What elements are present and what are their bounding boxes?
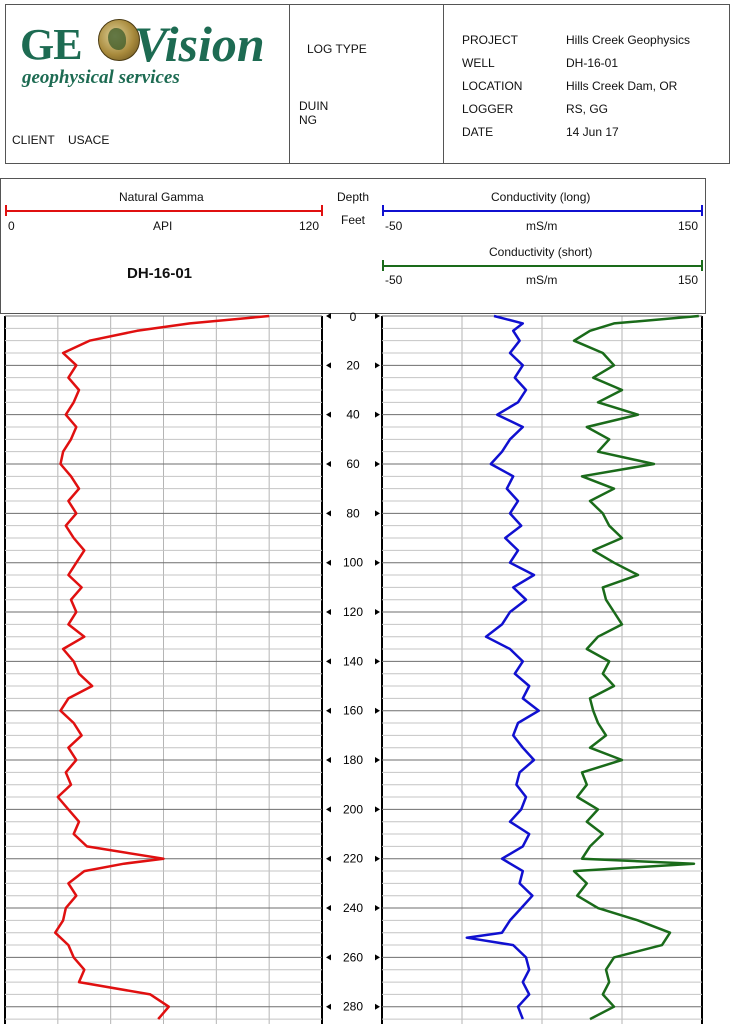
depth-tick-marker-right: [375, 658, 380, 665]
depth-tick-label: 240: [343, 901, 363, 915]
log-type-label: LOG TYPE: [307, 42, 367, 56]
gamma-scale-max: 120: [299, 219, 320, 233]
depth-tick-marker-right: [375, 954, 380, 961]
depth-tick-label: 20: [346, 358, 360, 372]
cond-long-scale-line: [382, 210, 703, 212]
gamma-scale-min: 0: [8, 219, 15, 233]
depth-tick-marker-left: [326, 411, 331, 418]
depth-tick-marker-left: [326, 559, 331, 566]
depth-tick-marker-right: [375, 707, 380, 714]
depth-tick-label: 120: [343, 605, 363, 619]
depth-tick-marker-right: [375, 510, 380, 517]
depth-tick-marker-left: [326, 510, 331, 517]
well-name-label: DH-16-01: [127, 265, 193, 282]
cond-long-unit: mS/m: [526, 219, 558, 233]
cond-short-tick-left: [382, 260, 384, 271]
cond-short-unit: mS/m: [526, 273, 558, 287]
logger-value: RS, GG: [566, 102, 609, 116]
depth-tick-label: 140: [343, 654, 363, 668]
depth-tick-label: 180: [343, 753, 363, 767]
project-value: Hills Creek Geophysics: [566, 33, 691, 47]
depth-tick-label: 280: [343, 1000, 363, 1014]
depth-tick-marker-left: [326, 707, 331, 714]
depth-tick-marker-left: [326, 855, 331, 862]
depth-tick-marker-right: [375, 461, 380, 468]
well-label: WELL: [462, 56, 495, 70]
header-divider-1: [289, 5, 290, 163]
depth-tick-marker-right: [375, 855, 380, 862]
gamma-curve: [53, 314, 270, 1020]
log-type-line2: NG: [299, 113, 317, 127]
depth-tick-marker-right: [375, 806, 380, 813]
cond-long-title: Conductivity (long): [491, 190, 591, 204]
cond-short-title: Conductivity (short): [489, 245, 593, 259]
depth-tick-marker-left: [326, 757, 331, 764]
well-value: DH-16-01: [566, 56, 619, 70]
cond-long-curve: [465, 314, 541, 1020]
cond-short-scale-line: [382, 265, 703, 267]
depth-tick-label: 100: [343, 556, 363, 570]
scale-panel: Natural Gamma 0 API 120 DH-16-01 Depth F…: [0, 178, 706, 314]
depth-tick-marker-right: [375, 411, 380, 418]
depth-tick-marker-left: [326, 905, 331, 912]
gamma-scale-line: [5, 210, 323, 212]
gamma-scale-tick-left: [5, 205, 7, 216]
gamma-title: Natural Gamma: [119, 190, 204, 204]
depth-tick-marker-left: [326, 954, 331, 961]
date-value: 14 Jun 17: [566, 125, 619, 139]
client-value: USACE: [68, 133, 110, 147]
header-divider-2: [443, 5, 444, 163]
depth-tick-marker-left: [326, 658, 331, 665]
depth-tick-marker-left: [326, 806, 331, 813]
logo-subtitle: geophysical services: [22, 67, 180, 88]
location-label: LOCATION: [462, 79, 523, 93]
depth-tick-marker-left: [326, 1003, 331, 1010]
date-label: DATE: [462, 125, 494, 139]
globe-icon: [98, 19, 140, 61]
log-type-line1: DUIN: [299, 99, 329, 113]
grid-layer: [4, 315, 703, 1024]
depth-tick-label: 80: [346, 506, 360, 520]
location-value: Hills Creek Dam, OR: [566, 79, 678, 93]
depth-unit: Feet: [341, 213, 366, 227]
depth-tick-marker-right: [375, 1003, 380, 1010]
gamma-scale-unit: API: [153, 219, 173, 233]
cond-long-max: 150: [678, 219, 699, 233]
depth-tick-marker-right: [375, 757, 380, 764]
depth-title: Depth: [337, 190, 370, 204]
depth-tick-label: 40: [346, 408, 360, 422]
logger-label: LOGGER: [462, 102, 514, 116]
depth-tick-marker-right: [375, 905, 380, 912]
depth-tick-label: 260: [343, 950, 363, 964]
depth-tick-label: 200: [343, 802, 363, 816]
project-label: PROJECT: [462, 33, 519, 47]
depth-tick-marker-left: [326, 461, 331, 468]
cond-short-curve: [572, 314, 699, 1021]
logo-text-ge: GE: [20, 20, 83, 69]
curve-layer: [53, 314, 699, 1021]
depth-tick-marker-right: [375, 559, 380, 566]
depth-tick-marker-left: [326, 362, 331, 369]
depth-tick-marker-right: [375, 362, 380, 369]
client-label: CLIENT: [12, 133, 55, 147]
cond-long-tick-left: [382, 205, 384, 216]
depth-tick-marker-left: [326, 609, 331, 616]
logo-text-vision: Vision: [134, 16, 265, 72]
cond-short-min: -50: [385, 273, 403, 287]
gamma-scale-tick-right: [321, 205, 323, 216]
depth-tick-label: 60: [346, 457, 360, 471]
depth-tick-label: 160: [343, 704, 363, 718]
header-panel: GE Vision geophysical services CLIENT US…: [5, 4, 730, 164]
cond-short-max: 150: [678, 273, 699, 287]
cond-long-tick-right: [701, 205, 703, 216]
cond-long-min: -50: [385, 219, 403, 233]
cond-short-tick-right: [701, 260, 703, 271]
depth-tick-label: 220: [343, 852, 363, 866]
depth-tick-marker-right: [375, 609, 380, 616]
